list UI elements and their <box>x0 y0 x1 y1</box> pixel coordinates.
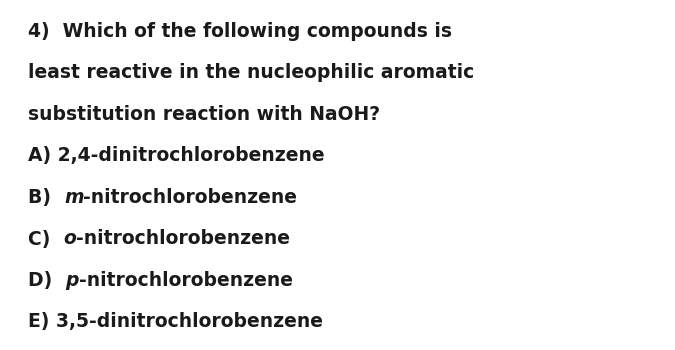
Text: o: o <box>63 230 76 248</box>
Text: D): D) <box>28 271 65 290</box>
Text: 4)  Which of the following compounds is: 4) Which of the following compounds is <box>28 22 452 41</box>
Text: least reactive in the nucleophilic aromatic: least reactive in the nucleophilic aroma… <box>28 63 475 83</box>
Text: m: m <box>64 188 84 207</box>
Text: -nitrochlorobenzene: -nitrochlorobenzene <box>76 230 290 248</box>
Text: substitution reaction with NaOH?: substitution reaction with NaOH? <box>28 105 380 124</box>
Text: p: p <box>65 271 78 290</box>
Text: -nitrochlorobenzene: -nitrochlorobenzene <box>78 271 293 290</box>
Text: -nitrochlorobenzene: -nitrochlorobenzene <box>84 188 298 207</box>
Text: A) 2,4-dinitrochlorobenzene: A) 2,4-dinitrochlorobenzene <box>28 147 325 166</box>
Text: C): C) <box>28 230 63 248</box>
Text: E) 3,5-dinitrochlorobenzene: E) 3,5-dinitrochlorobenzene <box>28 313 323 331</box>
Text: B): B) <box>28 188 64 207</box>
